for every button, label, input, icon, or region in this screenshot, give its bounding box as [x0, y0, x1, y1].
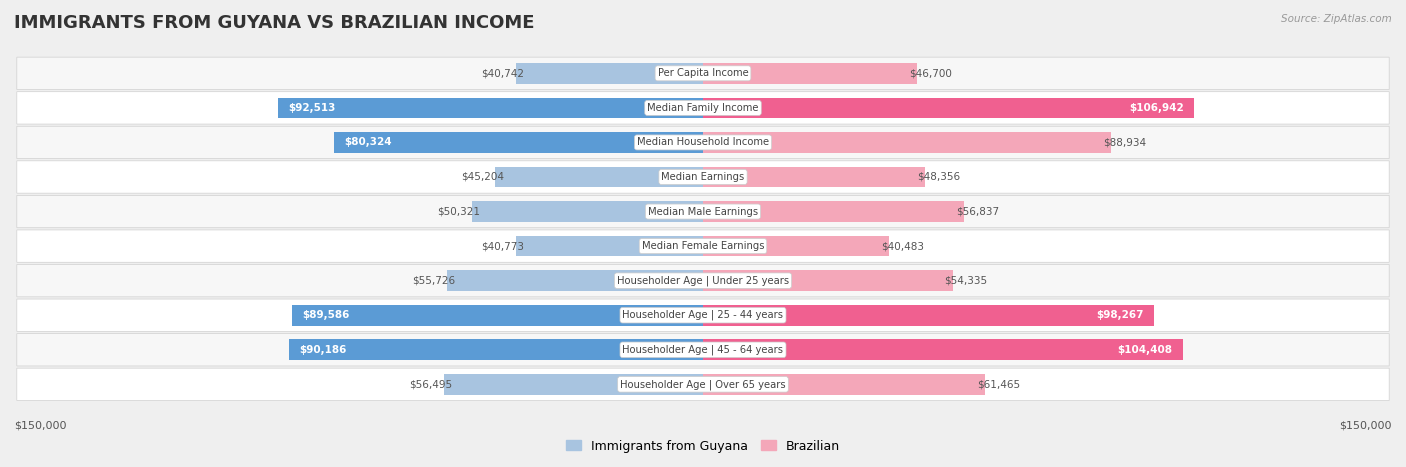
Bar [335, 132, 703, 153]
Bar [495, 167, 703, 187]
Bar [516, 63, 703, 84]
Bar [703, 63, 918, 84]
Text: $98,267: $98,267 [1097, 310, 1144, 320]
Text: Median Male Earnings: Median Male Earnings [648, 206, 758, 217]
Text: $61,465: $61,465 [977, 379, 1021, 389]
Text: $40,773: $40,773 [481, 241, 524, 251]
Text: $56,837: $56,837 [956, 206, 998, 217]
Bar [288, 340, 703, 360]
Text: $89,586: $89,586 [302, 310, 349, 320]
Bar [703, 374, 986, 395]
Text: $48,356: $48,356 [917, 172, 960, 182]
Bar [472, 201, 703, 222]
Text: Householder Age | Under 25 years: Householder Age | Under 25 years [617, 276, 789, 286]
Text: $80,324: $80,324 [344, 137, 392, 148]
Text: Householder Age | 25 - 44 years: Householder Age | 25 - 44 years [623, 310, 783, 320]
FancyBboxPatch shape [17, 195, 1389, 228]
Text: $150,000: $150,000 [14, 421, 66, 431]
Text: $46,700: $46,700 [910, 68, 952, 78]
FancyBboxPatch shape [17, 264, 1389, 297]
Bar [703, 167, 925, 187]
Text: $88,934: $88,934 [1104, 137, 1146, 148]
Bar [516, 236, 703, 256]
Bar [443, 374, 703, 395]
Text: $40,742: $40,742 [481, 68, 524, 78]
Bar [703, 340, 1182, 360]
FancyBboxPatch shape [17, 368, 1389, 401]
FancyBboxPatch shape [17, 333, 1389, 366]
Text: $54,335: $54,335 [945, 276, 987, 286]
Text: Householder Age | Over 65 years: Householder Age | Over 65 years [620, 379, 786, 389]
Bar [703, 132, 1112, 153]
Text: $56,495: $56,495 [409, 379, 451, 389]
FancyBboxPatch shape [17, 230, 1389, 262]
Text: $50,321: $50,321 [437, 206, 479, 217]
Text: $90,186: $90,186 [299, 345, 346, 355]
Text: $55,726: $55,726 [412, 276, 456, 286]
Bar [278, 98, 703, 118]
Bar [703, 305, 1154, 325]
FancyBboxPatch shape [17, 57, 1389, 90]
Text: $92,513: $92,513 [288, 103, 336, 113]
Bar [291, 305, 703, 325]
Text: Median Family Income: Median Family Income [647, 103, 759, 113]
Text: Householder Age | 45 - 64 years: Householder Age | 45 - 64 years [623, 345, 783, 355]
FancyBboxPatch shape [17, 92, 1389, 124]
Text: $106,942: $106,942 [1129, 103, 1184, 113]
Bar [447, 270, 703, 291]
Bar [703, 201, 965, 222]
Text: $40,483: $40,483 [880, 241, 924, 251]
Text: $45,204: $45,204 [461, 172, 503, 182]
Bar [703, 98, 1194, 118]
Text: Per Capita Income: Per Capita Income [658, 68, 748, 78]
Bar [703, 270, 952, 291]
Text: Median Earnings: Median Earnings [661, 172, 745, 182]
Text: Source: ZipAtlas.com: Source: ZipAtlas.com [1281, 14, 1392, 24]
FancyBboxPatch shape [17, 126, 1389, 159]
Text: $104,408: $104,408 [1118, 345, 1173, 355]
Legend: Immigrants from Guyana, Brazilian: Immigrants from Guyana, Brazilian [561, 435, 845, 458]
Bar [703, 236, 889, 256]
FancyBboxPatch shape [17, 161, 1389, 193]
Text: Median Household Income: Median Household Income [637, 137, 769, 148]
FancyBboxPatch shape [17, 299, 1389, 332]
Text: IMMIGRANTS FROM GUYANA VS BRAZILIAN INCOME: IMMIGRANTS FROM GUYANA VS BRAZILIAN INCO… [14, 14, 534, 32]
Text: $150,000: $150,000 [1340, 421, 1392, 431]
Text: Median Female Earnings: Median Female Earnings [641, 241, 765, 251]
